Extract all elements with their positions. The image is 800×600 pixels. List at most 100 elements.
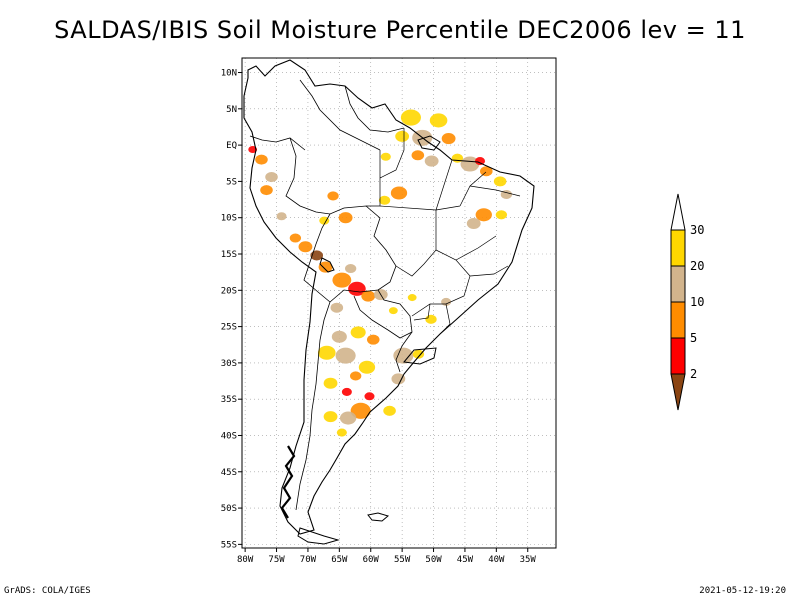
moisture-patch-orange [366,334,380,345]
moisture-patch-orange [289,233,302,243]
moisture-patch-orange [480,166,493,177]
moisture-patch-gold [336,428,347,437]
moisture-patch-gold [383,405,396,416]
coastlines [243,59,535,545]
moisture-patch-red [364,392,375,401]
moisture-patch-tan [330,302,344,313]
lat-tick-label: 55S [221,540,237,550]
moisture-patch-gold [388,307,398,315]
moisture-patch-gold [323,377,338,389]
moisture-patch-gold [493,176,507,187]
lat-tick-label: 45S [221,468,237,478]
lon-tick-label: 40W [488,555,505,565]
state-borders [366,128,521,335]
moisture-patch-gold [425,314,437,324]
lat-tick-label: 5S [226,177,237,187]
south-america-coastline [243,59,535,535]
lat-tick-label: 20S [221,286,237,296]
moisture-patch-orange [327,191,339,201]
moisture-patch-tan [265,172,278,183]
moisture-patch-orange [390,186,408,200]
moisture-patch-gold [495,210,508,220]
lat-tick-label: 40S [221,431,237,441]
country-border [249,135,306,151]
moisture-patch-red [248,145,258,153]
moisture-patch-gold [400,109,421,126]
legend-label: 2 [690,367,697,381]
country-border [295,301,331,511]
lon-tick-label: 45W [457,555,474,565]
legend-label: 5 [690,331,697,345]
moisture-patch-orange [338,212,353,224]
moisture-patch-gold [378,195,391,205]
moisture-patch-brown [310,250,324,261]
moisture-patch-red [341,387,352,396]
country-border [303,213,331,303]
moisture-patch-orange [350,371,362,381]
moisture-patch-gold [350,326,366,339]
moisture-patch-red [348,281,366,296]
moisture-patch-tan [460,156,480,172]
lon-tick-label: 60W [363,555,380,565]
moisture-patch-red [474,157,486,166]
footer-credit: GrADS: COLA/IGES [4,586,91,596]
moisture-patch-tan [335,347,356,364]
moisture-patch-orange [255,154,268,165]
lat-tick-label: 15S [221,250,237,260]
plot-frame [241,57,557,549]
lat-tick-label: 25S [221,323,237,333]
lon-tick-label: 55W [394,555,411,565]
moisture-patch-tan [391,373,406,385]
legend-arrow-bottom [670,373,686,411]
lat-tick-label: 35S [221,395,237,405]
lat-tick-label: 30S [221,359,237,369]
moisture-patch-orange [318,261,333,273]
country-border [395,331,413,373]
moisture-patch-tan [331,330,347,343]
moisture-patch-orange [298,241,313,253]
moisture-patch-orange [411,150,425,161]
longitude-ticks: 80W 75W 70W 65W 60W 55W 50W 45W 40W 35W [237,548,536,565]
lake-titicaca [319,257,335,273]
moisture-patch-tan [344,263,357,274]
country-borders [249,79,521,511]
moisture-patch-orange [260,185,273,196]
moisture-patch-orange [332,272,352,288]
moisture-patch-tan [466,217,481,230]
moisture-patch-gold [323,411,338,423]
moisture-patch-orange [361,290,376,302]
moisture-patch-gold [317,345,336,360]
moisture-patch-tan [424,155,439,167]
chile-fjords [280,445,296,519]
soil-moisture-field [248,109,513,437]
graticule [242,58,556,548]
falkland-islands [367,512,390,522]
marajo-island [417,135,441,151]
lat-tick-label: 50S [221,504,237,514]
moisture-patch-gold [358,360,376,374]
moisture-patch-gold [319,216,330,225]
lat-tick-label: 5N [226,105,237,115]
latitude-ticks: 10N 5N EQ 5S 10S 15S 20S 25S 30S 35S 40S 45S 50S 55S [221,69,242,550]
footer-timestamp: 2021-05-12-19:20 [699,586,786,596]
country-border [344,85,405,133]
lagoa-dos-patos [403,347,437,365]
legend-swatch [670,229,686,267]
country-border [299,79,381,151]
color-legend: 30 20 10 5 2 [670,193,704,411]
moisture-patch-orange [441,133,456,145]
legend-label: 20 [690,259,704,273]
lon-tick-label: 80W [237,555,254,565]
legend-swatch [670,337,686,375]
moisture-patch-gold [407,294,417,302]
lon-tick-label: 35W [520,555,537,565]
moisture-patch-tan [393,347,414,364]
country-border [285,137,345,215]
legend-label: 30 [690,223,704,237]
moisture-patch-gold [380,152,391,161]
lat-tick-label: EQ [226,141,237,151]
legend-arrow-top [670,193,686,231]
legend-label: 10 [690,295,704,309]
plot-title: SALDAS/IBIS Soil Moisture Percentile DEC… [54,16,746,44]
